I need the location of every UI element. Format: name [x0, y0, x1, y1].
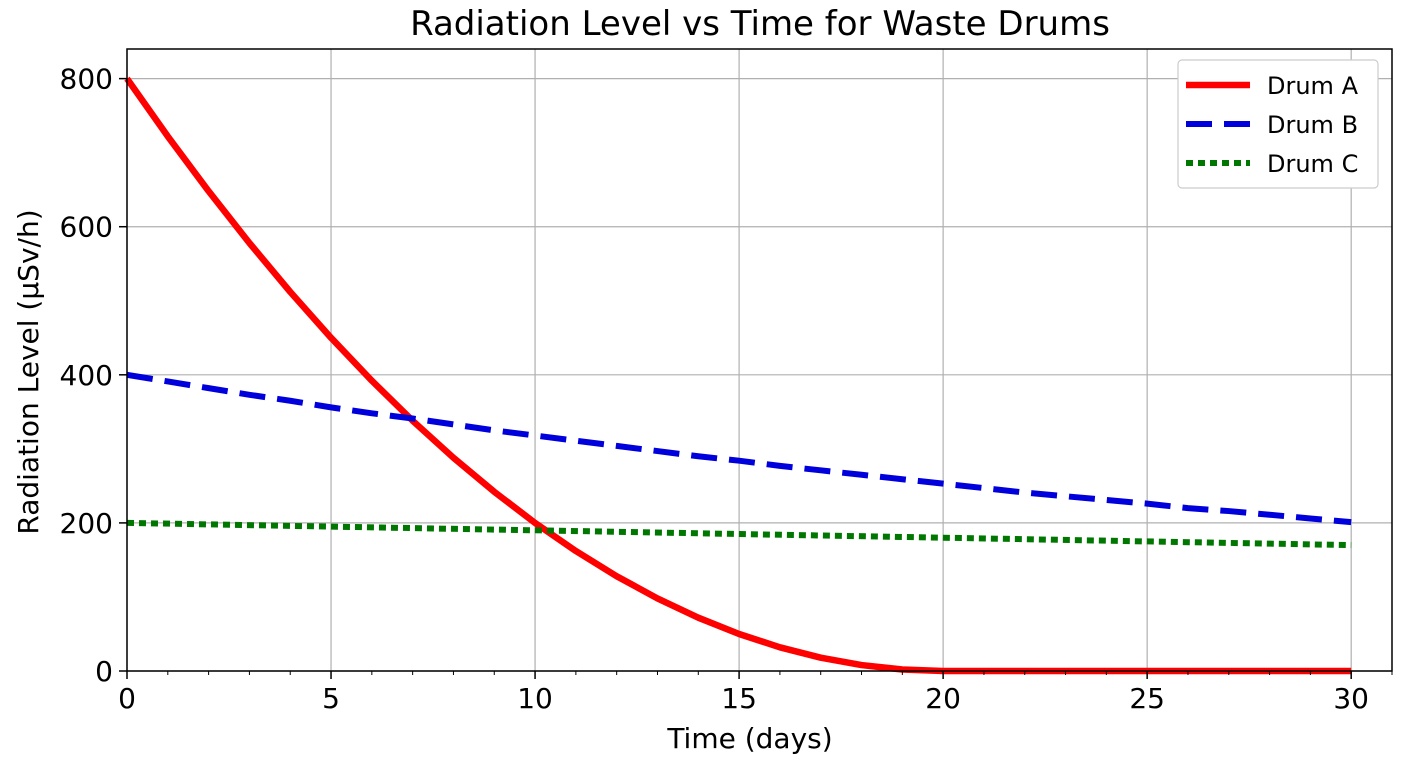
- x-axis-title: Time (days): [666, 722, 832, 755]
- legend-label-1: Drum A: [1267, 72, 1359, 100]
- chart-title: Radiation Level vs Time for Waste Drums: [410, 4, 1110, 44]
- legend-label-3: Drum C: [1267, 150, 1358, 178]
- x-tick-label: 5: [322, 682, 340, 715]
- y-tick-label: 0: [95, 655, 113, 688]
- axis-ticks: 0 5 10 15 20 25 30 0 200 400 600 800: [60, 63, 1393, 715]
- plot-frame: [126, 48, 1393, 672]
- series-line-3: [126, 519, 1352, 549]
- legend-box: [1177, 59, 1379, 189]
- x-tick-label: 20: [925, 682, 961, 715]
- series-line-2: [126, 371, 1352, 526]
- y-tick-label: 400: [60, 359, 113, 392]
- x-tick-label: 0: [118, 682, 136, 715]
- x-tick-label: 30: [1333, 682, 1369, 715]
- legend-label-2: Drum B: [1267, 111, 1358, 139]
- y-tick-label: 800: [60, 63, 113, 96]
- axes: [126, 48, 1393, 672]
- y-tick-label: 200: [60, 507, 113, 540]
- x-tick-label: 15: [721, 682, 757, 715]
- grid-lines: [126, 49, 1392, 672]
- y-tick-label: 600: [60, 211, 113, 244]
- legend: Drum A Drum B Drum C: [1177, 59, 1379, 189]
- y-axis-title: Radiation Level (μSv/h): [12, 209, 45, 534]
- x-tick-label: 10: [517, 682, 553, 715]
- x-tick-label: 25: [1129, 682, 1165, 715]
